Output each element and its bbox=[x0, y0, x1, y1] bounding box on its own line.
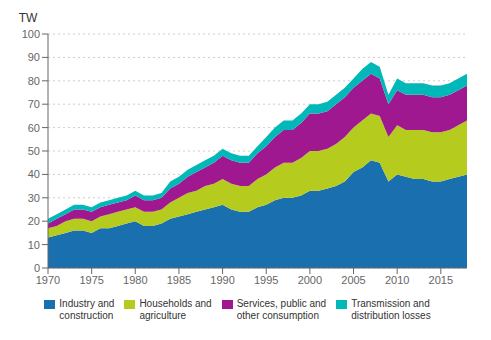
svg-text:1970: 1970 bbox=[36, 274, 60, 286]
html-text:Transmission and: Transmission and bbox=[351, 298, 430, 309]
svg-text:1975: 1975 bbox=[79, 274, 103, 286]
html-text:Households and: Households and bbox=[139, 298, 212, 309]
svg-text:90: 90 bbox=[28, 51, 40, 63]
html-text:agriculture: agriculture bbox=[139, 310, 187, 321]
html-text:Industry and: Industry and bbox=[59, 298, 115, 309]
svg-text:50: 50 bbox=[28, 145, 40, 157]
svg-text:40: 40 bbox=[28, 168, 40, 180]
html-text:Services, public and: Services, public and bbox=[236, 298, 327, 309]
html-text:construction: construction bbox=[59, 310, 114, 321]
html-text:other consumption: other consumption bbox=[236, 310, 319, 321]
svg-text:1980: 1980 bbox=[123, 274, 147, 286]
svg-text:10: 10 bbox=[28, 239, 40, 251]
svg-text:20: 20 bbox=[28, 215, 40, 227]
svg-text:2000: 2000 bbox=[298, 274, 322, 286]
svg-text:100: 100 bbox=[22, 28, 40, 40]
svg-text:0: 0 bbox=[34, 262, 40, 274]
svg-text:1995: 1995 bbox=[254, 274, 278, 286]
svg-text:30: 30 bbox=[28, 192, 40, 204]
svg-text:1985: 1985 bbox=[167, 274, 191, 286]
svg-text:TW: TW bbox=[19, 11, 38, 25]
svg-text:60: 60 bbox=[28, 122, 40, 134]
svg-text:80: 80 bbox=[28, 75, 40, 87]
svg-text:1990: 1990 bbox=[210, 274, 234, 286]
svg-text:70: 70 bbox=[28, 98, 40, 110]
svg-text:2005: 2005 bbox=[341, 274, 365, 286]
html-text:distribution losses: distribution losses bbox=[351, 310, 431, 321]
svg-text:2010: 2010 bbox=[385, 274, 409, 286]
svg-text:2015: 2015 bbox=[429, 274, 453, 286]
